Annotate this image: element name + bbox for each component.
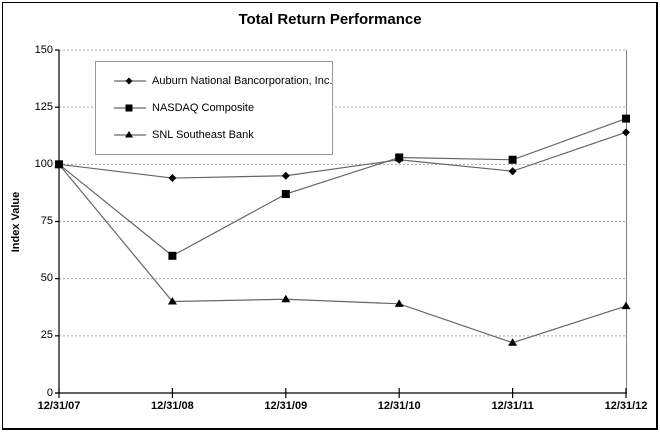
x-axis-tick-label: 12/31/08: [150, 400, 194, 412]
square-marker: [168, 251, 177, 260]
legend-label: Auburn National Bancorporation, Inc.: [152, 74, 333, 87]
triangle-marker: [394, 299, 404, 307]
x-axis-tick-label: 12/31/07: [37, 400, 81, 412]
triangle-marker: [508, 338, 518, 346]
triangle-marker: [281, 294, 291, 303]
y-axis-tick-label: 100: [34, 157, 53, 170]
series-line-square: [58, 118, 627, 257]
y-axis-tick-label: 125: [34, 100, 53, 113]
legend-entry: Auburn National Bancorporation, Inc.: [114, 75, 332, 87]
x-axis-tick-label: 12/31/12: [604, 400, 648, 412]
x-axis-tick-label: 12/31/09: [264, 400, 308, 412]
legend: Auburn National Bancorporation, Inc. NAS…: [95, 61, 333, 155]
triangle-marker: [621, 301, 631, 310]
legend-label: SNL Southeast Bank: [152, 129, 254, 142]
diamond-marker-icon: [114, 77, 146, 85]
triangle-marker: [167, 297, 177, 305]
y-axis-tick-label: 150: [34, 43, 53, 56]
legend-entry: SNL Southeast Bank: [114, 129, 328, 141]
chart-title: Total Return Performance: [238, 11, 422, 28]
diamond-marker: [622, 128, 630, 137]
square-marker: [395, 153, 404, 162]
series-line-diamond: [58, 131, 627, 179]
y-axis-tick-label: 0: [46, 386, 53, 399]
legend-label: NASDAQ Composite: [152, 101, 255, 114]
y-axis-tick-label: 75: [40, 215, 53, 227]
y-axis-tick-label: 25: [40, 329, 53, 342]
series-line-triangle: [58, 163, 627, 344]
triangle-marker-icon: [114, 131, 146, 138]
diamond-marker: [508, 167, 517, 176]
x-axis-tick-label: 12/31/10: [377, 400, 421, 412]
square-marker-icon: [114, 104, 146, 112]
diamond-marker: [168, 174, 177, 183]
diamond-marker: [281, 171, 290, 180]
y-axis-tick-label: 50: [40, 272, 53, 285]
x-axis-tick-label: 12/31/11: [491, 400, 534, 412]
square-marker: [281, 190, 290, 199]
square-marker: [622, 114, 630, 123]
legend-entry: NASDAQ Composite: [114, 102, 328, 114]
square-marker: [508, 155, 517, 164]
